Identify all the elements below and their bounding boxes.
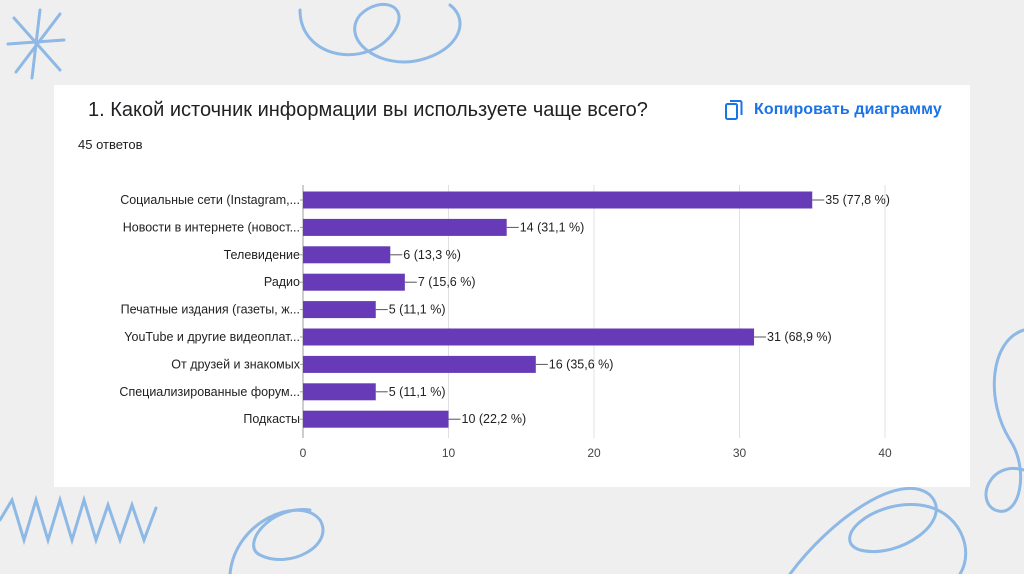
- bar: [303, 246, 391, 264]
- data-label: 6 (13,3 %): [403, 248, 461, 262]
- response-count: 45 ответов: [78, 137, 143, 152]
- data-label: 31 (68,9 %): [767, 330, 832, 344]
- category-label: Телевидение: [224, 248, 300, 262]
- x-tick-label: 30: [733, 446, 747, 460]
- question-card: 1. Какой источник информации вы использу…: [54, 85, 970, 487]
- data-label: 7 (15,6 %): [418, 275, 476, 289]
- asterisk-doodle: [6, 8, 66, 80]
- bar: [303, 328, 755, 346]
- data-label: 10 (22,2 %): [462, 412, 527, 426]
- bar-chart: 0 10 20 30 40 Социальные сети (Instagram,... 3…: [119, 185, 892, 460]
- data-label: 35 (77,8 %): [825, 193, 890, 207]
- category-label: Новости в интернете (новост...: [123, 220, 300, 234]
- data-label: 14 (31,1 %): [520, 220, 585, 234]
- category-label: Печатные издания (газеты, ж...: [121, 303, 300, 317]
- loop-doodle-right: [984, 328, 1024, 513]
- bar: [303, 273, 405, 291]
- x-tick-label: 40: [878, 446, 892, 460]
- loop-doodle-top: [298, 2, 462, 64]
- category-label: От друзей и знакомых: [171, 357, 300, 371]
- copy-chart-label: Копировать диаграмму: [754, 101, 942, 118]
- data-label: 16 (35,6 %): [549, 357, 614, 371]
- category-label: Подкасты: [243, 412, 300, 426]
- bar: [303, 191, 813, 209]
- copy-icon: [722, 98, 746, 122]
- category-label: Радио: [264, 275, 300, 289]
- scribble-doodle: [228, 508, 325, 574]
- bar: [303, 218, 507, 236]
- bar: [303, 383, 376, 401]
- category-label: Специализированные форум...: [119, 385, 300, 399]
- bar: [303, 301, 376, 319]
- category-label: Социальные сети (Instagram,...: [120, 193, 300, 207]
- zigzag-doodle: [0, 494, 158, 546]
- x-tick-label: 10: [442, 446, 456, 460]
- data-label: 5 (11,1 %): [389, 385, 446, 399]
- x-tick-label: 0: [300, 446, 307, 460]
- copy-chart-button[interactable]: Копировать диаграмму: [722, 95, 942, 125]
- loop-doodle-bottom-right: [788, 487, 968, 574]
- category-label: YouTube и другие видеоплат...: [124, 330, 300, 344]
- bar: [303, 410, 449, 428]
- question-title: 1. Какой источник информации вы использу…: [88, 99, 648, 121]
- bar: [303, 355, 536, 373]
- x-tick-label: 20: [587, 446, 601, 460]
- data-label: 5 (11,1 %): [389, 303, 446, 317]
